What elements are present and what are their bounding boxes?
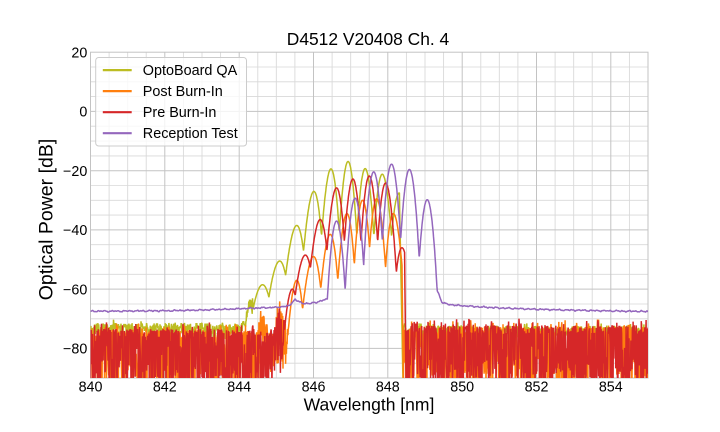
svg-text:844: 844 bbox=[227, 380, 251, 396]
svg-text:854: 854 bbox=[599, 380, 623, 396]
svg-text:Optical Power [dB]: Optical Power [dB] bbox=[36, 139, 58, 300]
svg-text:OptoBoard QA: OptoBoard QA bbox=[143, 63, 238, 79]
svg-text:852: 852 bbox=[525, 380, 549, 396]
svg-text:Pre Burn-In: Pre Burn-In bbox=[143, 105, 217, 121]
svg-text:D4512 V20408 Ch. 4: D4512 V20408 Ch. 4 bbox=[287, 29, 450, 49]
svg-text:850: 850 bbox=[450, 380, 474, 396]
svg-text:−20: −20 bbox=[63, 164, 87, 180]
svg-text:−60: −60 bbox=[63, 282, 87, 298]
svg-text:846: 846 bbox=[302, 380, 326, 396]
svg-text:842: 842 bbox=[153, 380, 177, 396]
svg-text:−80: −80 bbox=[63, 342, 87, 358]
svg-text:0: 0 bbox=[79, 105, 87, 121]
svg-text:Post Burn-In: Post Burn-In bbox=[143, 84, 223, 100]
svg-text:848: 848 bbox=[376, 380, 400, 396]
svg-text:840: 840 bbox=[79, 380, 103, 396]
svg-text:Reception Test: Reception Test bbox=[143, 126, 238, 142]
svg-text:20: 20 bbox=[71, 46, 87, 62]
svg-text:Wavelength [nm]: Wavelength [nm] bbox=[304, 395, 435, 415]
svg-text:−40: −40 bbox=[63, 223, 87, 239]
